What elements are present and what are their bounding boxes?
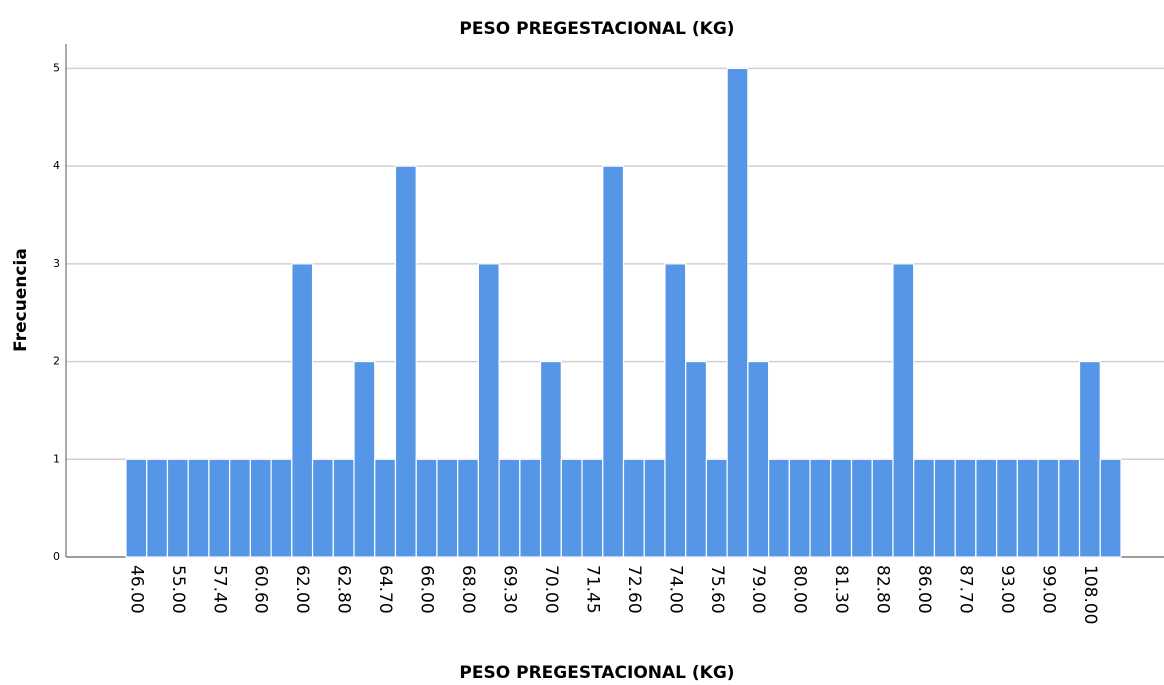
bar xyxy=(788,458,811,558)
bar xyxy=(270,458,293,558)
bar xyxy=(1037,458,1060,558)
x-tick-label: 46.00 xyxy=(126,565,146,614)
x-tick-label: 64.70 xyxy=(375,565,395,614)
bar xyxy=(1078,360,1101,558)
bar xyxy=(643,458,666,558)
x-tick-label: 66.00 xyxy=(417,565,437,614)
y-axis-label: Frecuencia xyxy=(11,248,31,352)
bar xyxy=(996,458,1018,558)
bar xyxy=(332,458,355,558)
bar xyxy=(477,263,500,558)
x-tick-label: 70.00 xyxy=(541,565,561,614)
x-tick-label: 99.00 xyxy=(1038,565,1058,614)
x-tick-label: 75.60 xyxy=(707,565,727,614)
bar xyxy=(229,458,251,558)
bar xyxy=(685,360,708,558)
chart-title: PESO PREGESTACIONAL (KG) xyxy=(459,19,734,39)
bar xyxy=(954,458,977,558)
bar xyxy=(394,165,417,558)
y-tick-label: 4 xyxy=(53,159,60,172)
y-tick-label: 0 xyxy=(53,550,60,563)
x-tick-label: 86.00 xyxy=(914,565,934,614)
bar xyxy=(560,458,583,558)
bar xyxy=(809,458,832,558)
y-tick-label: 3 xyxy=(53,257,60,270)
bar xyxy=(436,458,459,558)
x-tick-label: 82.80 xyxy=(873,565,893,614)
x-tick-label: 68.00 xyxy=(458,565,478,614)
bar xyxy=(374,458,397,558)
bar xyxy=(664,263,687,558)
x-tick-label: 55.00 xyxy=(168,565,188,614)
x-tick-label: 80.00 xyxy=(790,565,810,614)
x-tick-label: 81.30 xyxy=(831,565,851,614)
bar xyxy=(581,458,604,558)
bar xyxy=(125,458,148,558)
x-axis-label: PESO PREGESTACIONAL (KG) xyxy=(459,663,734,683)
bar xyxy=(871,458,894,558)
bar xyxy=(726,67,749,558)
x-tick-label: 93.00 xyxy=(997,565,1017,614)
bar xyxy=(249,458,272,558)
bar xyxy=(768,458,790,558)
x-tick-label: 62.80 xyxy=(334,565,354,614)
bar xyxy=(1016,458,1039,558)
bar xyxy=(311,458,334,558)
x-tick-label: 62.00 xyxy=(292,565,312,614)
bar xyxy=(850,458,873,558)
bar xyxy=(208,458,231,558)
x-tick-label: 79.00 xyxy=(748,565,768,614)
y-tick-label: 1 xyxy=(53,452,60,465)
bar xyxy=(166,458,189,558)
x-tick-label: 60.60 xyxy=(251,565,271,614)
bar xyxy=(1099,458,1122,558)
x-tick-label: 71.45 xyxy=(582,565,602,614)
x-tick-label: 74.00 xyxy=(665,565,685,614)
bar xyxy=(498,458,521,558)
bar xyxy=(933,458,956,558)
bar xyxy=(747,360,770,558)
bar xyxy=(892,263,915,558)
x-tick-label: 87.70 xyxy=(956,565,976,614)
bar xyxy=(602,165,625,558)
x-tick-label: 72.60 xyxy=(624,565,644,614)
bar xyxy=(913,458,936,558)
bar xyxy=(187,458,210,558)
bar xyxy=(291,263,314,558)
bar xyxy=(353,360,376,558)
x-tick-label: 108.00 xyxy=(1080,565,1100,624)
bar xyxy=(622,458,645,558)
bar xyxy=(539,360,562,558)
x-tick-label: 69.30 xyxy=(499,565,519,614)
bar xyxy=(705,458,728,558)
bar xyxy=(975,458,998,558)
y-tick-label: 2 xyxy=(53,355,60,368)
bar xyxy=(146,458,169,558)
bar xyxy=(415,458,438,558)
bar xyxy=(1058,458,1081,558)
bar xyxy=(519,458,542,558)
x-tick-label: 57.40 xyxy=(209,565,229,614)
y-tick-label: 5 xyxy=(53,61,60,74)
bar xyxy=(830,458,853,558)
bar xyxy=(457,458,479,558)
